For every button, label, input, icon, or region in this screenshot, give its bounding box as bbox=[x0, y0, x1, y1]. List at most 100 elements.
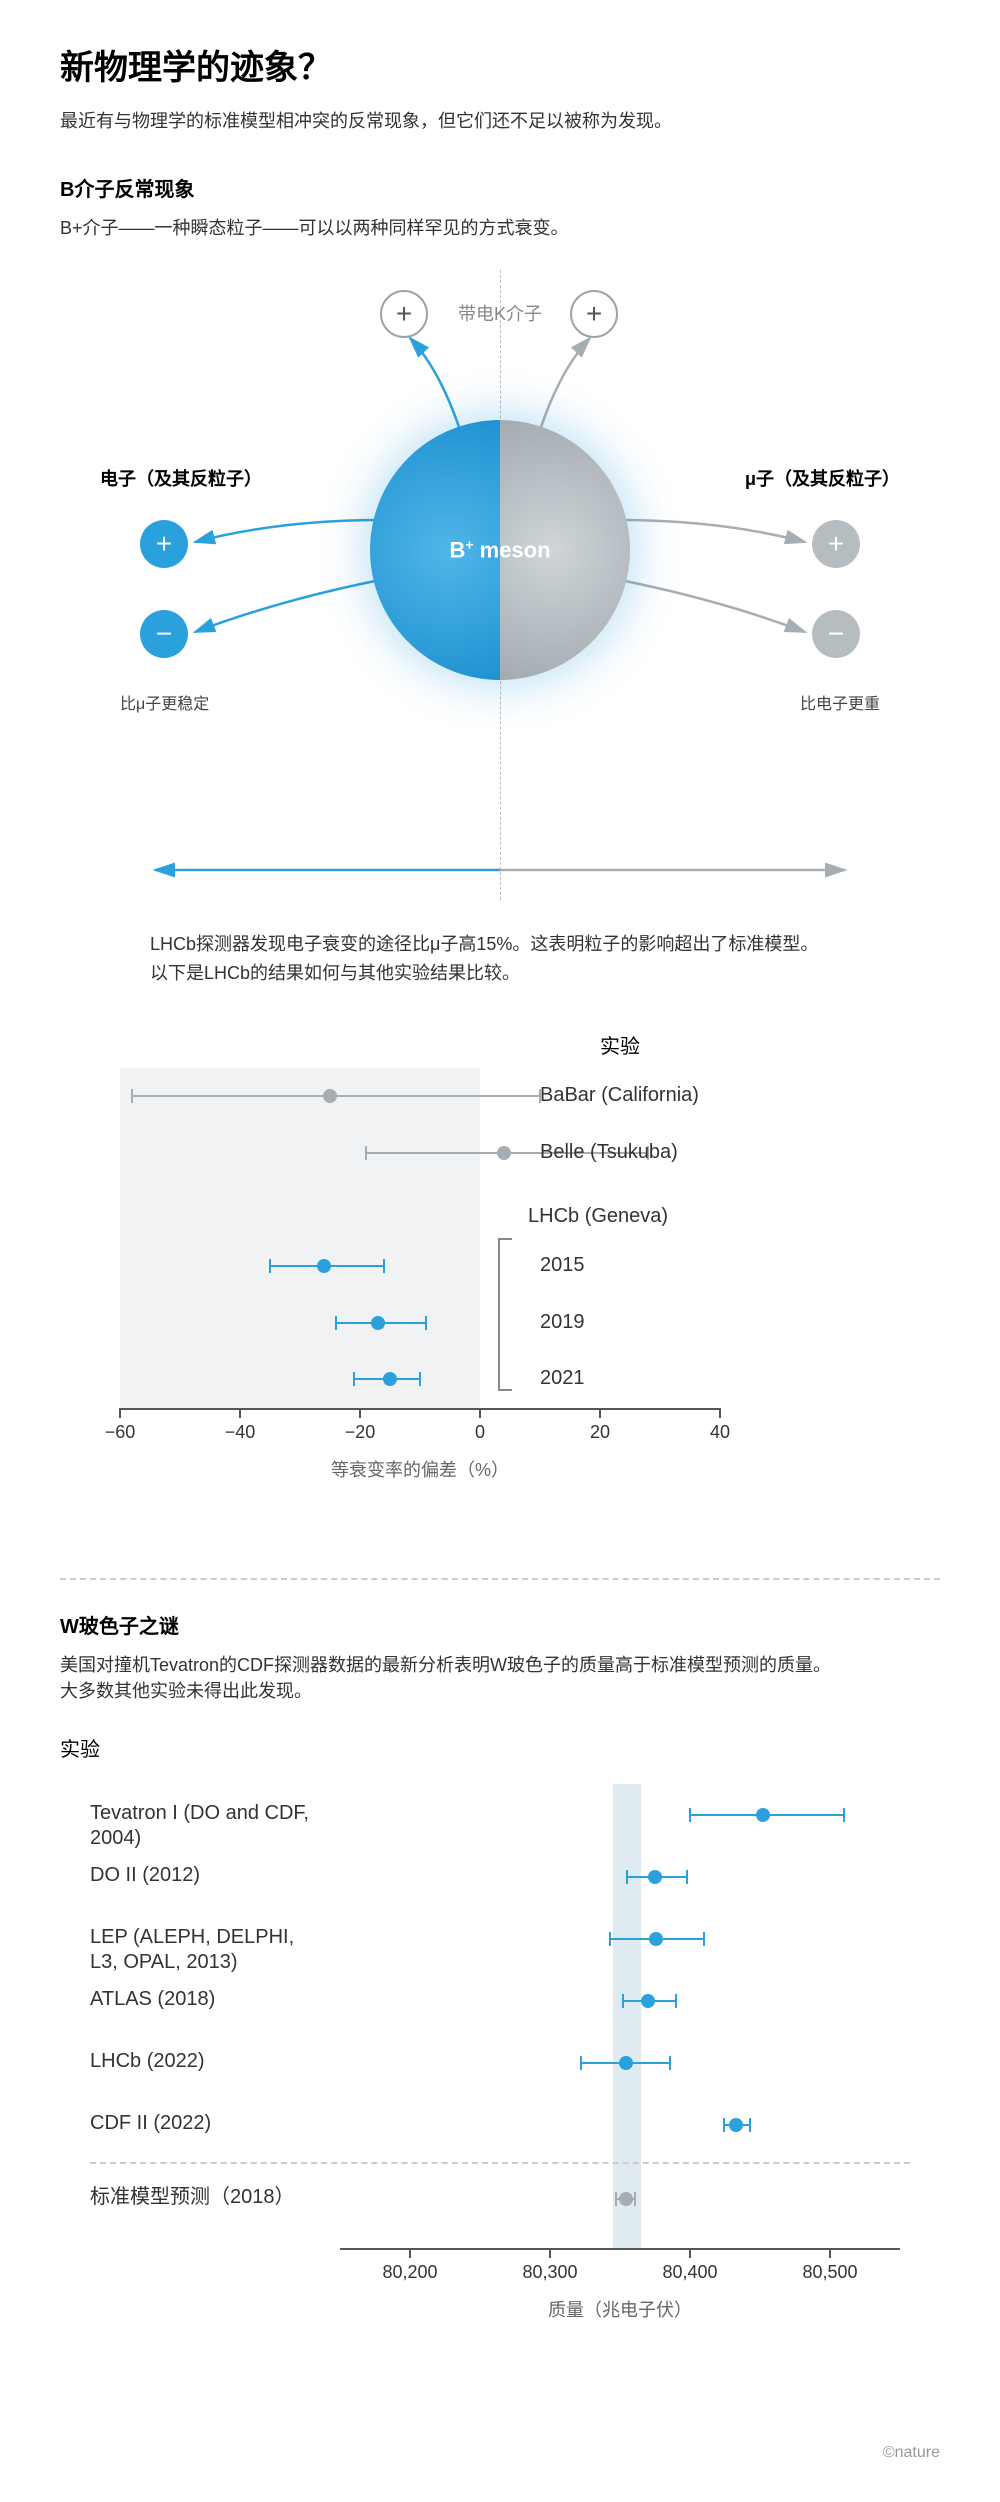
series-label: CDF II (2022) bbox=[90, 2111, 211, 2136]
series-label: LHCb (2022) bbox=[90, 2049, 205, 2074]
error-cap bbox=[609, 1932, 611, 1946]
muon-label: μ子（及其反粒子） bbox=[745, 465, 900, 491]
tick bbox=[409, 2248, 411, 2258]
section-b-title: B介子反常现象 bbox=[60, 173, 940, 202]
section-w-exp: 实验 bbox=[60, 1733, 940, 1762]
credit: ©nature bbox=[60, 2444, 940, 2462]
tick-label: −60 bbox=[105, 1422, 136, 1443]
error-cap bbox=[749, 2118, 751, 2132]
tick bbox=[119, 1408, 121, 1418]
tick-label: 20 bbox=[590, 1422, 610, 1443]
error-cap bbox=[131, 1089, 133, 1103]
data-point bbox=[317, 1259, 331, 1273]
meson-diagram: 带电K介子 + + 电子（及其反粒子） μ子（及其反粒子） + − 比μ子更稳定… bbox=[60, 270, 940, 910]
series-label: 2015 bbox=[540, 1254, 585, 1277]
series-label: Belle (Tsukuba) bbox=[540, 1141, 678, 1164]
error-cap bbox=[383, 1259, 385, 1273]
tick-label: −20 bbox=[345, 1422, 376, 1443]
electron-label: 电子（及其反粒子） bbox=[100, 465, 262, 491]
page-title: 新物理学的迹象？ bbox=[60, 40, 940, 89]
tick-label: 40 bbox=[710, 1422, 730, 1443]
error-cap bbox=[675, 1994, 677, 2008]
error-cap bbox=[269, 1259, 271, 1273]
series-label: 2021 bbox=[540, 1367, 585, 1390]
shaded-region bbox=[120, 1068, 480, 1408]
kaon-plus-icon: + bbox=[380, 290, 428, 338]
error-cap bbox=[425, 1316, 427, 1330]
section-divider bbox=[60, 1578, 940, 1580]
kaon-plus-icon: + bbox=[570, 290, 618, 338]
electron-plus-icon: + bbox=[140, 520, 188, 568]
series-label: BaBar (California) bbox=[540, 1084, 699, 1107]
x-axis bbox=[340, 2248, 900, 2250]
error-cap bbox=[686, 1870, 688, 1884]
tick bbox=[359, 1408, 361, 1418]
series-label: ATLAS (2018) bbox=[90, 1987, 215, 2012]
page-subtitle: 最近有与物理学的标准模型相冲突的反常现象，但它们还不足以被称为发现。 bbox=[60, 107, 940, 133]
data-point bbox=[323, 1089, 337, 1103]
section-b-desc: B+介子——一种瞬态粒子——可以以两种同样罕见的方式衰变。 bbox=[60, 214, 940, 240]
muon-plus-icon: + bbox=[812, 520, 860, 568]
error-cap bbox=[723, 2118, 725, 2132]
error-cap bbox=[669, 2056, 671, 2070]
tick-label: 80,400 bbox=[662, 2262, 717, 2283]
b-meson-chart: 实验 BaBar (California) Belle (Tsukuba) LHCb … bbox=[90, 1028, 910, 1528]
muon-note: 比电子更重 bbox=[800, 690, 880, 714]
error-cap bbox=[626, 1870, 628, 1884]
series-label: 标准模型预测（2018） bbox=[90, 2185, 295, 2210]
error-cap bbox=[703, 1932, 705, 1946]
data-point bbox=[641, 1994, 655, 2008]
error-cap bbox=[622, 1994, 624, 2008]
tick bbox=[479, 1408, 481, 1418]
tick bbox=[599, 1408, 601, 1418]
data-point bbox=[648, 1870, 662, 1884]
error-cap bbox=[689, 1808, 691, 1822]
error-cap bbox=[634, 2192, 636, 2206]
data-point bbox=[619, 2056, 633, 2070]
data-point bbox=[619, 2192, 633, 2206]
data-point bbox=[497, 1146, 511, 1160]
x-axis-title: 质量（兆电子伏） bbox=[340, 2296, 900, 2322]
error-cap bbox=[335, 1316, 337, 1330]
tick bbox=[689, 2248, 691, 2258]
tick-label: 80,300 bbox=[522, 2262, 577, 2283]
group-label: LHCb (Geneva) bbox=[528, 1205, 668, 1228]
tick bbox=[719, 1408, 721, 1418]
tick bbox=[239, 1408, 241, 1418]
muon-minus-icon: − bbox=[812, 610, 860, 658]
error-cap bbox=[419, 1372, 421, 1386]
lhcb-note: LHCb探测器发现电子衰变的途径比μ子高15%。这表明粒子的影响超出了标准模型。… bbox=[150, 930, 850, 988]
w-mass-chart: Tevatron I (DO and CDF, 2004) DO II (2012… bbox=[90, 1774, 910, 2414]
x-axis bbox=[120, 1408, 720, 1410]
data-point bbox=[649, 1932, 663, 1946]
tick bbox=[549, 2248, 551, 2258]
section-w-desc: 美国对撞机Tevatron的CDF探测器数据的最新分析表明W玻色子的质量高于标准… bbox=[60, 1651, 840, 1703]
meson-label: B+ meson bbox=[449, 536, 550, 563]
series-label: LEP (ALEPH, DELPHI, L3, OPAL, 2013) bbox=[90, 1925, 294, 1975]
error-cap bbox=[843, 1808, 845, 1822]
tick bbox=[829, 2248, 831, 2258]
error-cap bbox=[580, 2056, 582, 2070]
data-point bbox=[756, 1808, 770, 1822]
error-cap bbox=[353, 1372, 355, 1386]
tick-label: 0 bbox=[475, 1422, 485, 1443]
data-point bbox=[729, 2118, 743, 2132]
top-kaon-label: 带电K介子 bbox=[458, 300, 542, 326]
bracket-icon bbox=[498, 1238, 512, 1391]
dashed-separator bbox=[90, 2162, 910, 2164]
data-point bbox=[383, 1372, 397, 1386]
data-point bbox=[371, 1316, 385, 1330]
series-label: Tevatron I (DO and CDF, 2004) bbox=[90, 1801, 330, 1851]
prediction-band bbox=[613, 1784, 641, 2248]
error-cap bbox=[365, 1146, 367, 1160]
series-label: DO II (2012) bbox=[90, 1863, 200, 1888]
chart1-title: 实验 bbox=[600, 1030, 640, 1059]
series-label: 2019 bbox=[540, 1311, 585, 1334]
error-cap bbox=[615, 2192, 617, 2206]
electron-note: 比μ子更稳定 bbox=[120, 690, 209, 714]
tick-label: −40 bbox=[225, 1422, 256, 1443]
x-axis-title: 等衰变率的偏差（%） bbox=[120, 1456, 720, 1482]
meson-circle: B+ meson bbox=[370, 420, 630, 680]
section-w-title: W玻色子之谜 bbox=[60, 1610, 940, 1639]
electron-minus-icon: − bbox=[140, 610, 188, 658]
